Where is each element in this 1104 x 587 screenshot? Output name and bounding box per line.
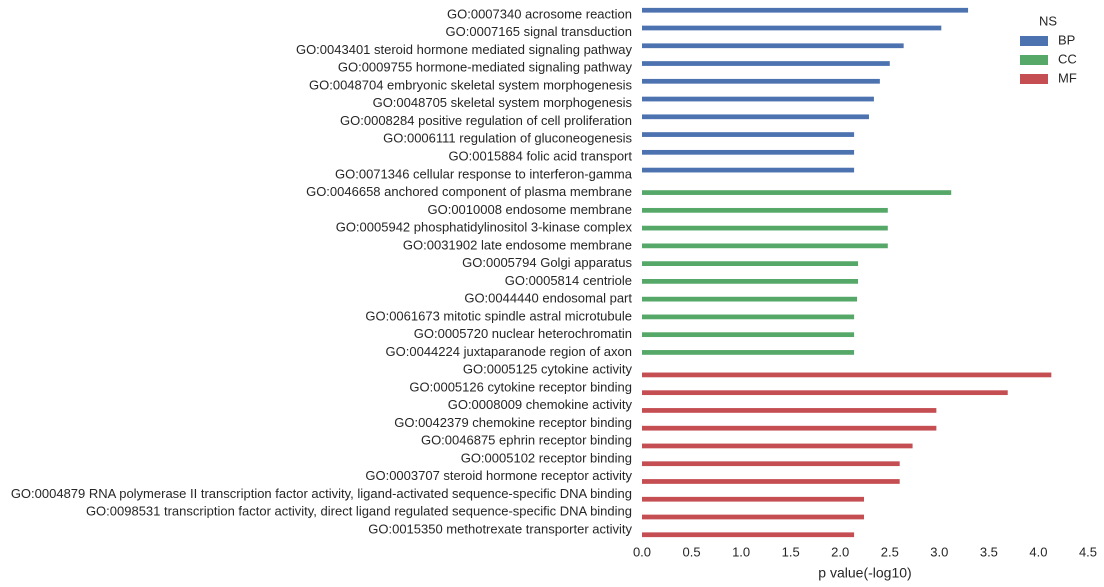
y-tick-label: GO:0048705 skeletal system morphogenesis: [373, 95, 633, 110]
x-tick-label: 4.0: [1029, 544, 1047, 559]
y-tick-label: GO:0031902 late endosome membrane: [403, 237, 632, 252]
legend-swatch: [1020, 55, 1048, 65]
x-tick-label: 3.5: [980, 544, 998, 559]
y-tick-label: GO:0005942 phosphatidylinositol 3-kinase…: [336, 220, 633, 235]
y-tick-label: GO:0003707 steroid hormone receptor acti…: [365, 468, 632, 483]
y-tick-label: GO:0007165 signal transduction: [446, 24, 632, 39]
bar: [642, 43, 904, 49]
y-tick-label: GO:0071346 cellular response to interfer…: [335, 166, 633, 181]
y-tick-label: GO:0044224 juxtaparanode region of axon: [386, 344, 632, 359]
bar: [642, 461, 900, 467]
y-tick-label: GO:0005814 centriole: [505, 273, 632, 288]
bar: [642, 332, 855, 338]
bar: [642, 514, 865, 520]
legend-label: MF: [1058, 70, 1077, 85]
x-tick-label: 3.0: [930, 544, 948, 559]
legend-swatch: [1020, 36, 1048, 46]
y-tick-label: GO:0005720 nuclear heterochromatin: [414, 326, 632, 341]
bar: [642, 207, 888, 213]
y-tick-label: GO:0005125 cytokine activity: [463, 362, 633, 377]
bar: [642, 114, 869, 120]
bar: [642, 261, 859, 266]
bar: [642, 167, 855, 173]
y-tick-label: GO:0043401 steroid hormone mediated sign…: [296, 42, 633, 57]
y-tick-label: GO:0098531 transcription factor activity…: [86, 504, 632, 519]
bar: [642, 25, 942, 31]
x-tick-label: 2.5: [881, 544, 899, 559]
y-tick-label: GO:0042379 chemokine receptor binding: [394, 415, 632, 430]
y-tick-label: GO:0008009 chemokine activity: [448, 397, 633, 412]
y-tick-label: GO:0007340 acrosome reaction: [447, 6, 632, 21]
y-tick-label: GO:0005126 cytokine receptor binding: [409, 379, 632, 394]
bar: [642, 7, 969, 13]
y-tick-label: GO:0004879 RNA polymerase II transcripti…: [11, 486, 632, 501]
y-tick-label: GO:0008284 positive regulation of cell p…: [340, 113, 632, 128]
y-tick-label: GO:0005102 receptor binding: [461, 450, 632, 465]
x-tick-label: 1.5: [782, 544, 800, 559]
legend-swatch: [1020, 74, 1048, 84]
bar: [642, 149, 855, 155]
bar: [642, 479, 900, 484]
y-tick-label: GO:0044440 endosomal part: [464, 291, 632, 306]
bar: [642, 78, 880, 84]
y-tick-label: GO:0006111 regulation of gluconeogenesis: [383, 131, 632, 146]
bar: [642, 314, 855, 320]
x-tick-label: 0.5: [683, 544, 701, 559]
x-tick-label: 0.0: [633, 544, 651, 559]
bar: [642, 225, 888, 231]
y-tick-label: GO:0009755 hormone-mediated signaling pa…: [338, 60, 633, 75]
bar: [642, 350, 855, 355]
bar: [642, 372, 1052, 378]
y-tick-label: GO:0046658 anchored component of plasma …: [306, 184, 632, 199]
bar: [642, 132, 855, 137]
bar: [642, 279, 859, 284]
bar: [642, 243, 888, 249]
y-tick-label: GO:0048704 embryonic skeletal system mor…: [309, 77, 632, 92]
bar: [642, 61, 890, 66]
y-tick-label: GO:0005794 Golgi apparatus: [462, 255, 632, 270]
y-tick-label: GO:0046875 ephrin receptor binding: [421, 433, 632, 448]
x-axis-label: p value(-log10): [818, 565, 911, 581]
y-tick-label: GO:0061673 mitotic spindle astral microt…: [365, 308, 632, 323]
x-tick-label: 4.5: [1079, 544, 1097, 559]
bar: [642, 296, 858, 302]
legend-title: NS: [1039, 13, 1057, 28]
bar: [642, 425, 937, 431]
legend-label: BP: [1058, 32, 1075, 47]
x-tick-label: 1.0: [732, 544, 750, 559]
bar: [642, 496, 865, 502]
bar: [642, 532, 855, 538]
bar: [642, 408, 937, 413]
bar: [642, 443, 913, 449]
bar: [642, 96, 874, 102]
y-tick-label: GO:0010008 endosome membrane: [427, 202, 632, 217]
y-tick-label: GO:0015350 methotrexate transporter acti…: [368, 521, 632, 536]
bar: [642, 390, 1008, 396]
legend-label: CC: [1058, 51, 1077, 66]
x-tick-label: 2.0: [831, 544, 849, 559]
bar: [642, 190, 952, 195]
y-tick-label: GO:0015884 folic acid transport: [448, 148, 632, 163]
